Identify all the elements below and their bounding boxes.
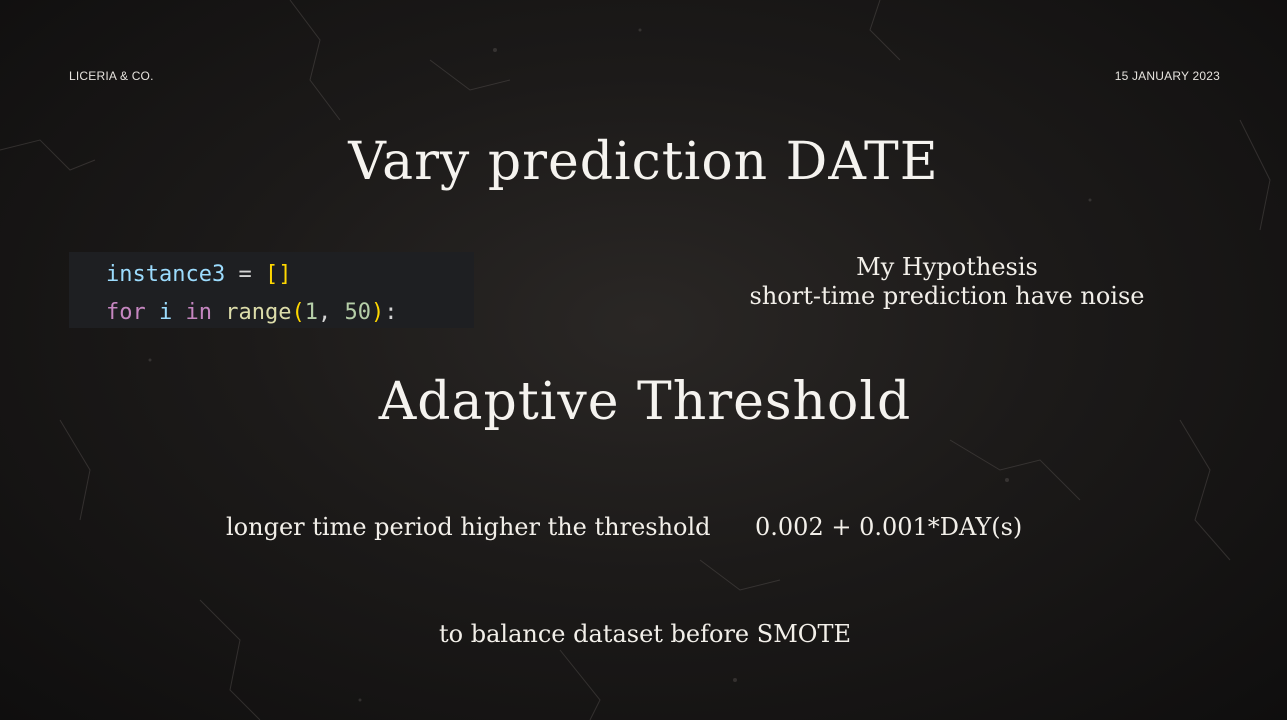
code-token: in: [185, 300, 213, 325]
brand-label: LICERIA & CO.: [69, 69, 154, 83]
code-snippet: instance3 = [] for i in range(1, 50):: [69, 252, 474, 328]
footer-note: to balance dataset before SMOTE: [439, 620, 851, 648]
code-token: instance3: [106, 262, 226, 287]
hypothesis-block: My Hypothesis short-time prediction have…: [700, 253, 1194, 311]
slide-title: Vary prediction DATE: [348, 132, 939, 192]
code-line-1: instance3 = []: [106, 256, 474, 294]
threshold-formula: 0.002 + 0.001*DAY(s): [755, 513, 1023, 541]
code-line-2: for i in range(1, 50):: [106, 294, 474, 332]
code-token: i: [145, 300, 186, 325]
section-heading: Adaptive Threshold: [378, 372, 912, 432]
code-token: for: [106, 300, 146, 325]
code-token: 1: [304, 300, 318, 325]
hypothesis-text: short-time prediction have noise: [749, 282, 1145, 310]
hypothesis-heading: My Hypothesis: [856, 253, 1038, 281]
code-token: ,: [317, 300, 345, 325]
code-token: :: [384, 300, 398, 325]
code-token: =: [225, 262, 265, 287]
date-label: 15 JANUARY 2023: [1114, 69, 1220, 83]
code-token: range: [212, 300, 292, 325]
code-token: (: [291, 300, 305, 325]
threshold-description: longer time period higher the threshold: [226, 513, 711, 541]
code-token: []: [264, 262, 292, 287]
code-token: 50: [344, 300, 371, 325]
code-token: ): [370, 300, 385, 325]
